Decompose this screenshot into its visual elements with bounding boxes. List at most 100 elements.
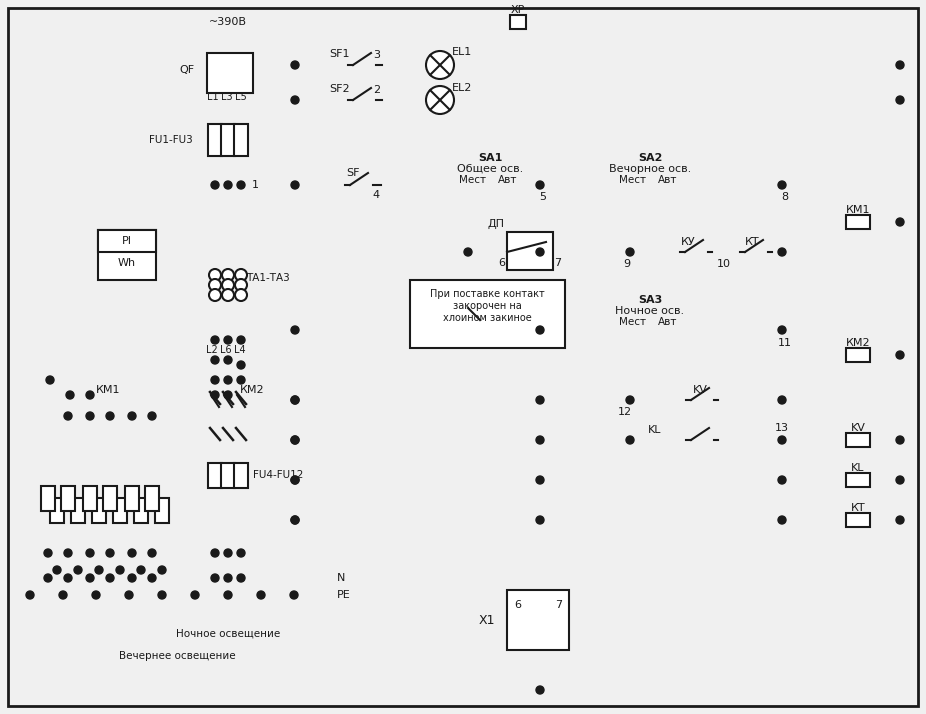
Bar <box>83 486 97 511</box>
Circle shape <box>291 436 299 444</box>
Text: L2: L2 <box>206 345 218 355</box>
Text: 2: 2 <box>373 85 381 95</box>
Bar <box>846 513 870 527</box>
Circle shape <box>86 412 94 420</box>
Circle shape <box>291 436 299 444</box>
Circle shape <box>224 549 232 557</box>
Circle shape <box>237 376 245 384</box>
Text: 9: 9 <box>623 259 631 269</box>
Text: 8: 8 <box>782 192 789 202</box>
Text: L5: L5 <box>235 92 247 102</box>
Circle shape <box>224 391 232 399</box>
Circle shape <box>44 574 52 582</box>
Text: При поставке контакт
закорочен на
хлоином закиное: При поставке контакт закорочен на хлоино… <box>430 289 544 323</box>
Circle shape <box>235 289 247 301</box>
Text: L4: L4 <box>234 345 245 355</box>
Circle shape <box>116 566 124 574</box>
Circle shape <box>106 412 114 420</box>
Text: 1: 1 <box>252 180 258 190</box>
Bar <box>221 124 235 156</box>
Bar <box>92 498 106 523</box>
Bar <box>71 498 85 523</box>
Text: SA2: SA2 <box>638 153 662 163</box>
Circle shape <box>778 396 786 404</box>
Circle shape <box>291 516 299 524</box>
Circle shape <box>128 412 136 420</box>
Circle shape <box>235 279 247 291</box>
Text: КМ1: КМ1 <box>845 205 870 215</box>
Circle shape <box>235 269 247 281</box>
Circle shape <box>257 591 265 599</box>
Circle shape <box>222 269 234 281</box>
Text: N: N <box>337 573 345 583</box>
Circle shape <box>128 574 136 582</box>
Circle shape <box>536 436 544 444</box>
Text: 6: 6 <box>515 600 521 610</box>
Circle shape <box>211 376 219 384</box>
Bar <box>510 15 526 29</box>
Text: КМ2: КМ2 <box>845 338 870 348</box>
Text: Ночное освещение: Ночное освещение <box>176 629 281 639</box>
Circle shape <box>95 566 103 574</box>
Bar <box>507 232 553 270</box>
Text: 7: 7 <box>555 258 561 268</box>
Circle shape <box>896 218 904 226</box>
Circle shape <box>896 516 904 524</box>
Bar <box>208 463 222 488</box>
Bar <box>846 473 870 487</box>
Text: L1: L1 <box>207 92 219 102</box>
Circle shape <box>64 549 72 557</box>
Text: PE: PE <box>337 590 351 600</box>
Circle shape <box>211 336 219 344</box>
Circle shape <box>896 61 904 69</box>
Circle shape <box>626 248 634 256</box>
Text: Авт: Авт <box>498 175 518 185</box>
Circle shape <box>778 476 786 484</box>
Text: ~390В: ~390В <box>209 17 247 27</box>
Circle shape <box>896 436 904 444</box>
Text: Авт: Авт <box>658 317 678 327</box>
Bar <box>234 124 248 156</box>
Text: Мест: Мест <box>619 317 645 327</box>
Text: 6: 6 <box>498 258 506 268</box>
Circle shape <box>778 436 786 444</box>
Text: Авт: Авт <box>658 175 678 185</box>
Circle shape <box>46 376 54 384</box>
Circle shape <box>426 51 454 79</box>
Text: КМ1: КМ1 <box>95 385 120 395</box>
Text: КМ2: КМ2 <box>240 385 264 395</box>
Bar <box>145 486 159 511</box>
Circle shape <box>211 391 219 399</box>
Text: EL1: EL1 <box>452 47 472 57</box>
Circle shape <box>158 566 166 574</box>
Text: KV: KV <box>693 385 707 395</box>
Circle shape <box>237 361 245 369</box>
Text: Мест: Мест <box>458 175 485 185</box>
Text: QF: QF <box>180 65 195 75</box>
Circle shape <box>222 289 234 301</box>
Circle shape <box>26 591 34 599</box>
Text: 10: 10 <box>717 259 731 269</box>
Circle shape <box>778 516 786 524</box>
Bar <box>103 486 117 511</box>
Bar <box>61 486 75 511</box>
Circle shape <box>224 376 232 384</box>
Circle shape <box>191 591 199 599</box>
Circle shape <box>148 412 156 420</box>
Circle shape <box>209 269 221 281</box>
Circle shape <box>209 289 221 301</box>
Circle shape <box>148 549 156 557</box>
Text: КТ: КТ <box>745 237 759 247</box>
Circle shape <box>222 279 234 291</box>
Circle shape <box>53 566 61 574</box>
Text: Ночное осв.: Ночное осв. <box>616 306 684 316</box>
Text: Вечорное осв.: Вечорное осв. <box>609 164 691 174</box>
Circle shape <box>536 516 544 524</box>
Circle shape <box>464 248 472 256</box>
Text: 13: 13 <box>775 423 789 433</box>
Circle shape <box>896 96 904 104</box>
Text: 12: 12 <box>618 407 632 417</box>
Bar <box>221 463 235 488</box>
Circle shape <box>66 391 74 399</box>
Text: Мест: Мест <box>619 175 645 185</box>
